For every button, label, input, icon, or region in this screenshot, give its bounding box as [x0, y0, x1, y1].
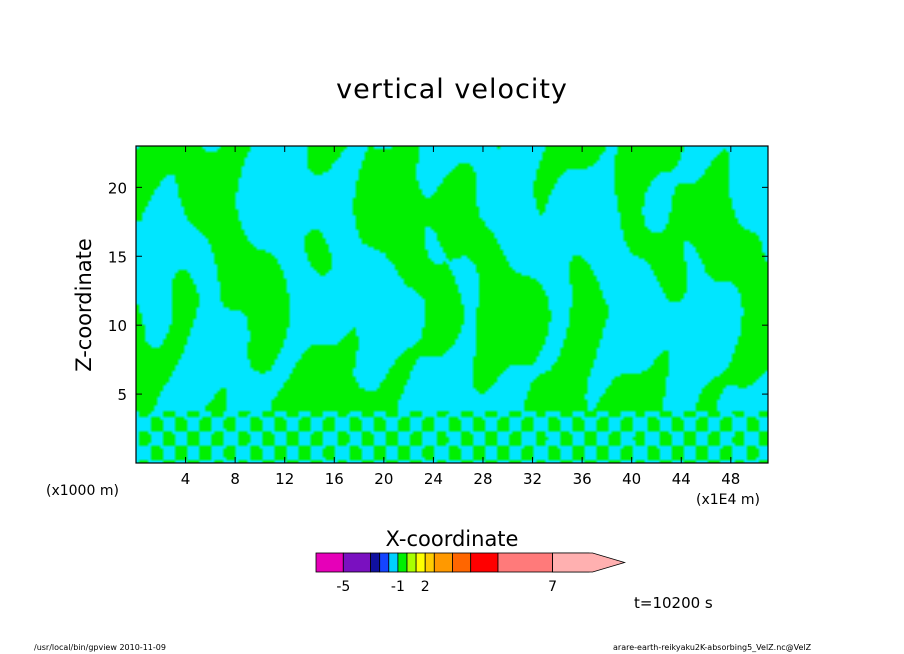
colorbar-cell [415, 552, 426, 573]
colorbar-arrow [552, 552, 627, 573]
velocity-field [136, 146, 768, 463]
plot-frame [135, 145, 769, 464]
footer-right: arare-earth-reikyaku2K-absorbing5_VelZ.n… [613, 643, 812, 652]
x-tick-label: 44 [672, 470, 691, 488]
chart-title: vertical velocity [336, 74, 568, 105]
x-tick-label: 20 [374, 470, 393, 488]
colorbar-cell [433, 552, 453, 573]
colorbar-cell [470, 552, 499, 573]
colorbar-cell [388, 552, 399, 573]
colorbar-label: 7 [548, 579, 557, 595]
colorbar-label: -1 [391, 579, 405, 595]
x-tick-label: 48 [721, 470, 740, 488]
x-tick-label: 12 [275, 470, 294, 488]
colorbar-cell [397, 552, 408, 573]
x-tick-label: 16 [325, 470, 344, 488]
colorbar-cell [342, 552, 371, 573]
x-tick-label: 40 [622, 470, 641, 488]
colorbar-label: 2 [421, 579, 430, 595]
colorbar-cell [315, 552, 344, 573]
colorbar-cell [406, 552, 417, 573]
y-tick-label: 20 [108, 179, 127, 197]
colorbar-cell [379, 552, 390, 573]
x-tick-label: 32 [523, 470, 542, 488]
colorbar-cell [497, 552, 553, 573]
colorbar-label: -5 [336, 579, 350, 595]
x-unit-right: (x1E4 m) [696, 492, 760, 508]
x-tick-label: 4 [181, 470, 191, 488]
x-axis-label: X-coordinate [385, 527, 519, 551]
footer-left: /usr/local/bin/gpview 2010-11-09 [34, 643, 166, 652]
y-tick-label: 15 [108, 248, 127, 266]
x-tick-label: 8 [230, 470, 240, 488]
x-tick-label: 24 [424, 470, 443, 488]
x-tick-label: 28 [473, 470, 492, 488]
x-unit-left: (x1000 m) [46, 483, 119, 499]
time-label: t=10200 s [634, 594, 713, 612]
y-tick-label: 10 [108, 317, 127, 335]
x-tick-label: 36 [573, 470, 592, 488]
colorbar-cell [452, 552, 472, 573]
colorbar-cell [424, 552, 435, 573]
y-tick-label: 5 [117, 386, 127, 404]
colorbar-cell [370, 552, 381, 573]
